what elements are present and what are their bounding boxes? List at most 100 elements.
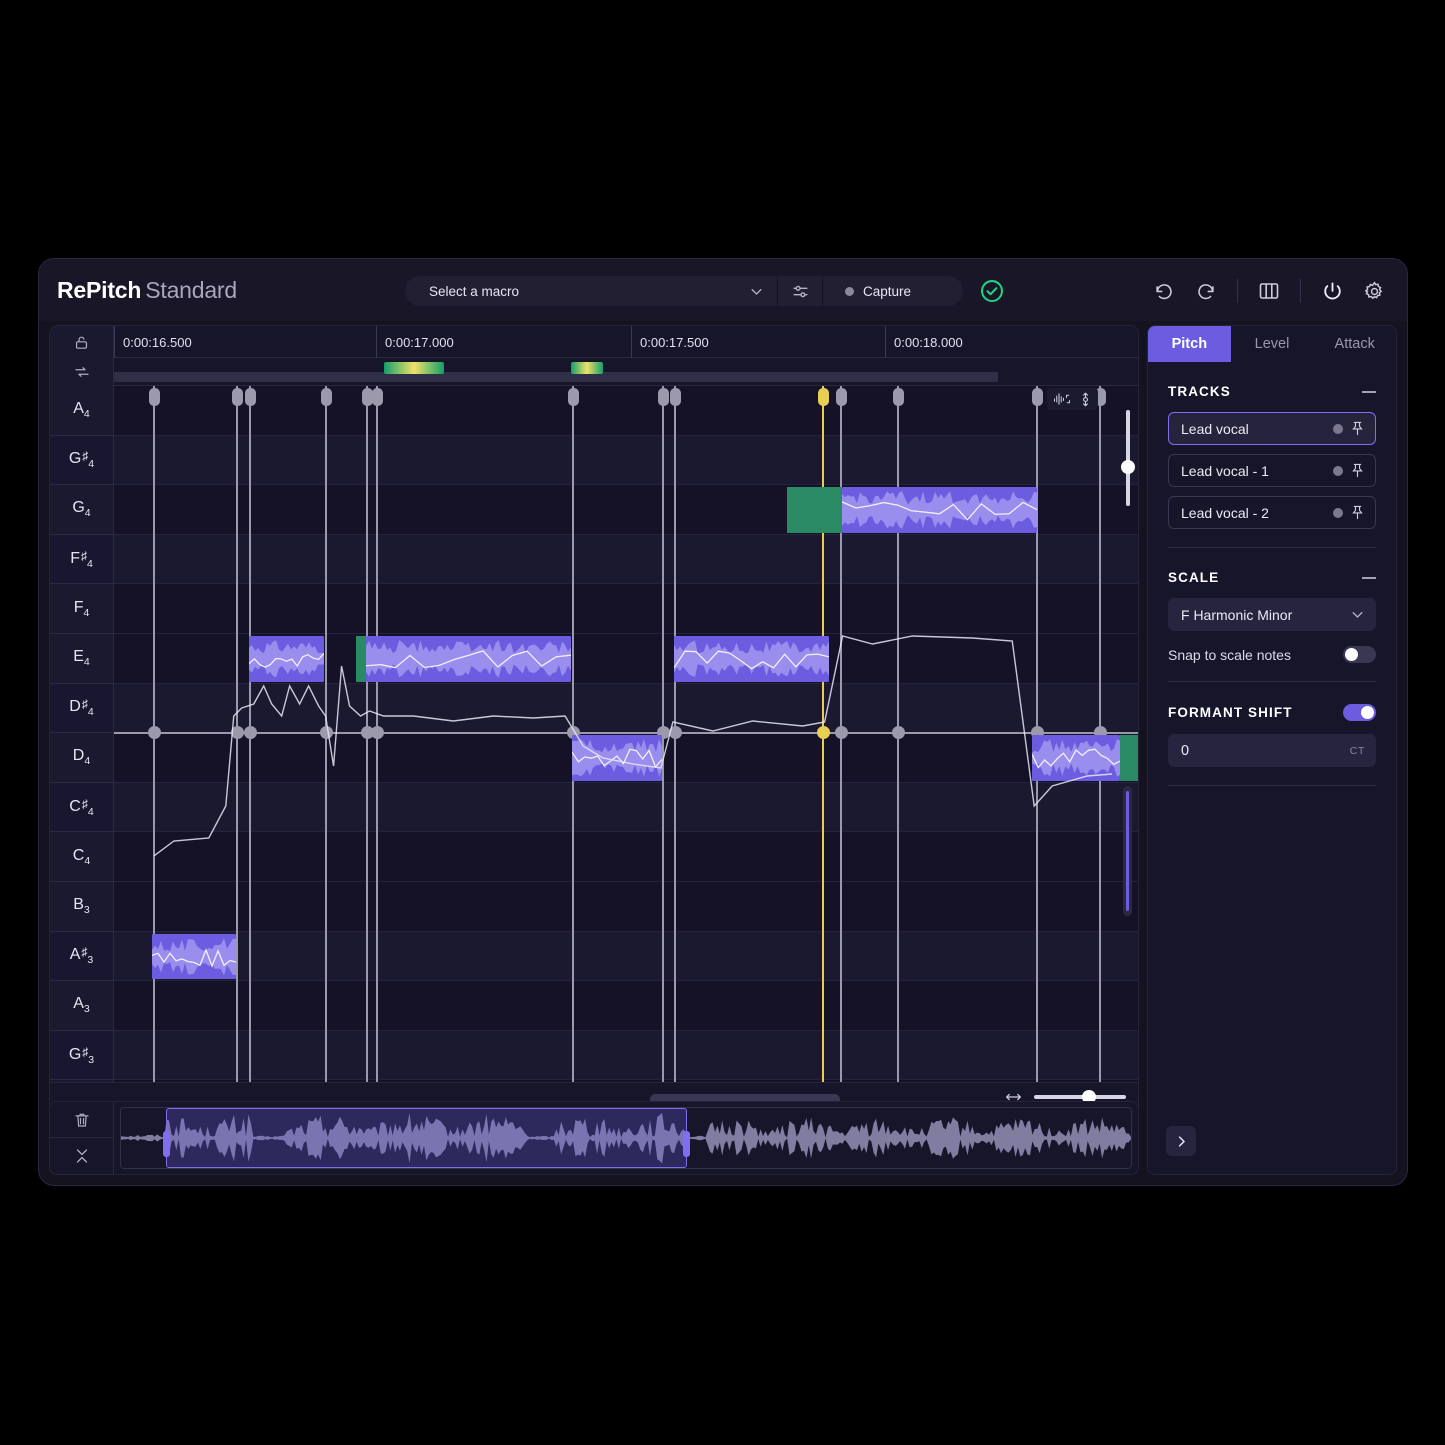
track-item-1[interactable]: Lead vocal - 1: [1168, 454, 1376, 487]
segment-handle-top-9[interactable]: [817, 388, 829, 406]
piano-key-Csharp4[interactable]: C♯4: [50, 782, 113, 833]
segment-handle-top-5[interactable]: [371, 388, 383, 406]
piano-key-F4[interactable]: F4: [50, 584, 113, 634]
audio-region-strip[interactable]: [114, 372, 998, 382]
timeline-ticks[interactable]: 0:00:16.500 0:00:17.000 0:00:17.500 0:00:18…: [114, 326, 1138, 358]
piano-key-C4[interactable]: C4: [50, 832, 113, 882]
piano-key-A3[interactable]: A3: [50, 981, 113, 1031]
segment-handle-top-0[interactable]: [148, 388, 160, 406]
note-g4[interactable]: [842, 487, 1037, 533]
tab-attack[interactable]: Attack: [1334, 336, 1375, 352]
track-item-2[interactable]: Lead vocal - 2: [1168, 496, 1376, 529]
segment-handle-top-10[interactable]: [835, 388, 847, 406]
piano-key-Gsharp3[interactable]: G♯3: [50, 1030, 113, 1081]
segment-handle-top-3[interactable]: [320, 388, 332, 406]
segment-handle-mid-5[interactable]: [370, 726, 384, 740]
pin-icon[interactable]: [1351, 505, 1364, 520]
piano-key-Asharp3[interactable]: A♯3: [50, 931, 113, 982]
formant-toggle[interactable]: [1343, 704, 1376, 721]
capture-button[interactable]: Capture: [823, 276, 963, 306]
vertical-scrollbar-thumb[interactable]: [1126, 791, 1129, 911]
tab-pitch[interactable]: Pitch: [1148, 326, 1231, 362]
layout-columns-button[interactable]: [1250, 273, 1288, 309]
note-e4-c[interactable]: [674, 636, 829, 682]
piano-key-D4[interactable]: D4: [50, 733, 113, 783]
segment-handle-top-8[interactable]: [669, 388, 681, 406]
segment-handle-mid-11[interactable]: [891, 726, 905, 740]
tab-level[interactable]: Level: [1254, 336, 1290, 352]
piano-key-G4[interactable]: G4: [50, 485, 113, 535]
piano-key-Fsharp4[interactable]: F♯4: [50, 534, 113, 585]
pitch-grid[interactable]: [114, 386, 1138, 1082]
piano-key-Dsharp4[interactable]: D♯4: [50, 683, 113, 734]
redo-button[interactable]: [1187, 273, 1225, 309]
lock-button[interactable]: [50, 326, 114, 358]
expand-panel-button[interactable]: [1166, 1126, 1196, 1156]
note-as3[interactable]: [152, 933, 236, 980]
overview-selection-end-handle[interactable]: [682, 1131, 690, 1157]
note-d4[interactable]: [572, 735, 662, 781]
horizontal-scrollbar-thumb[interactable]: [650, 1094, 840, 1105]
note-e4-b-transition[interactable]: [356, 636, 366, 682]
segment-handle-top-2[interactable]: [244, 388, 256, 406]
horizontal-zoom-knob[interactable]: [1082, 1090, 1096, 1104]
segment-handle-top-6[interactable]: [567, 388, 579, 406]
pin-icon[interactable]: [1351, 463, 1364, 478]
delete-button[interactable]: [50, 1102, 113, 1138]
note-e4-a[interactable]: [249, 636, 324, 682]
piano-key-A4[interactable]: A4: [50, 386, 113, 436]
waveform-adjust-icon[interactable]: [1053, 392, 1071, 406]
macro-settings-button[interactable]: [778, 276, 822, 306]
scale-select-value: F Harmonic Minor: [1181, 606, 1293, 623]
segment-handle-mid-2[interactable]: [243, 726, 257, 740]
settings-button[interactable]: [1355, 273, 1393, 309]
segment-handle-top-12[interactable]: [1031, 388, 1043, 406]
overview-selection-start-handle[interactable]: [163, 1131, 171, 1157]
snap-toggle[interactable]: [1343, 646, 1376, 663]
note-g4-transition[interactable]: [787, 487, 842, 533]
segment-handle-mid-8[interactable]: [668, 726, 682, 740]
piano-key-Gsharp4[interactable]: G♯4: [50, 435, 113, 486]
segment-handle-mid-3[interactable]: [319, 726, 333, 740]
piano-key-B3[interactable]: B3: [50, 882, 113, 932]
segment-handle-top-1[interactable]: [231, 388, 243, 406]
piano-keyboard[interactable]: A4 G♯4 G4 F♯4 F4 E4 D♯4 D4 C♯4 C4 B3 A♯3 A3 G♯3: [50, 386, 114, 1082]
inspector-tabs[interactable]: Pitch Level Attack: [1148, 326, 1396, 362]
track-color-dot[interactable]: [1333, 423, 1343, 434]
segment-handle-mid-1[interactable]: [230, 726, 244, 740]
track-item-0[interactable]: Lead vocal: [1168, 412, 1376, 445]
segment-handle-mid-0[interactable]: [147, 726, 161, 740]
vertical-resize-icon[interactable]: [1079, 392, 1092, 407]
segment-handle-top-4[interactable]: [361, 388, 373, 406]
power-button[interactable]: [1313, 273, 1351, 309]
collapse-button[interactable]: [50, 1138, 113, 1174]
undo-button[interactable]: [1145, 273, 1183, 309]
formant-shift-field[interactable]: 0 CT: [1168, 734, 1376, 767]
track-color-dot[interactable]: [1333, 465, 1343, 476]
overview-selection[interactable]: [163, 1108, 690, 1168]
collapse-scale-icon[interactable]: [1362, 576, 1376, 579]
note-d4-b-transition[interactable]: [1120, 735, 1138, 781]
overview-waveform[interactable]: [120, 1107, 1132, 1169]
pin-icon[interactable]: [1351, 421, 1364, 436]
vertical-zoom-slider[interactable]: [1121, 410, 1135, 506]
segment-handle-top-11[interactable]: [892, 388, 904, 406]
track-color-dot[interactable]: [1333, 507, 1343, 518]
segment-handle-mid-10[interactable]: [834, 726, 848, 740]
macro-select[interactable]: Select a macro: [405, 276, 777, 306]
horizontal-zoom-slider[interactable]: [1034, 1090, 1126, 1104]
piano-key-E4[interactable]: E4: [50, 634, 113, 684]
segment-handle-top-7[interactable]: [657, 388, 669, 406]
vertical-zoom-knob[interactable]: [1121, 460, 1135, 474]
loop-button[interactable]: [50, 358, 114, 386]
vertical-scrollbar[interactable]: [1123, 786, 1132, 916]
formant-shift-unit: CT: [1349, 744, 1365, 757]
note-e4-b[interactable]: [366, 636, 571, 682]
segment-handle-mid-9[interactable]: [816, 726, 830, 740]
pitch-reference-line[interactable]: [114, 732, 1138, 734]
collapse-tracks-icon[interactable]: [1362, 390, 1376, 393]
note-d4-b[interactable]: [1032, 735, 1120, 781]
confirm-button[interactable]: [979, 278, 1005, 304]
segment-handle-top-13[interactable]: [1094, 388, 1106, 406]
scale-select[interactable]: F Harmonic Minor: [1168, 598, 1376, 631]
